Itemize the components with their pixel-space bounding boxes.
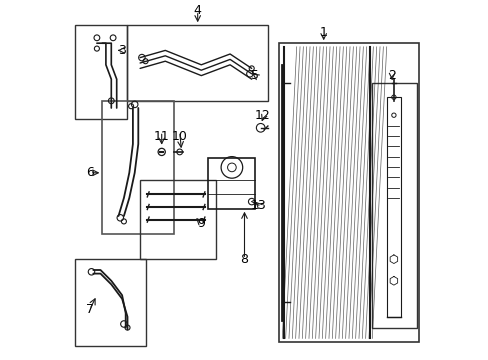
Bar: [386, 97, 400, 317]
Bar: [127, 25, 267, 101]
Text: 12: 12: [254, 109, 270, 122]
Text: 7: 7: [85, 303, 94, 316]
Bar: [75, 259, 145, 346]
Text: 5: 5: [251, 69, 259, 82]
Text: 11: 11: [154, 130, 169, 143]
Text: 1: 1: [319, 26, 327, 39]
Bar: [102, 101, 174, 234]
Text: 10: 10: [171, 130, 187, 143]
Text: 6: 6: [85, 166, 93, 179]
Text: 2: 2: [387, 69, 395, 82]
Text: 4: 4: [193, 4, 201, 17]
Text: 8: 8: [240, 253, 248, 266]
Bar: [278, 43, 418, 342]
Bar: [75, 25, 127, 119]
Bar: [371, 83, 416, 328]
Bar: [140, 180, 215, 259]
Bar: [208, 158, 255, 209]
Text: 3: 3: [118, 44, 126, 57]
Text: 13: 13: [250, 199, 266, 212]
Text: 9: 9: [197, 217, 205, 230]
